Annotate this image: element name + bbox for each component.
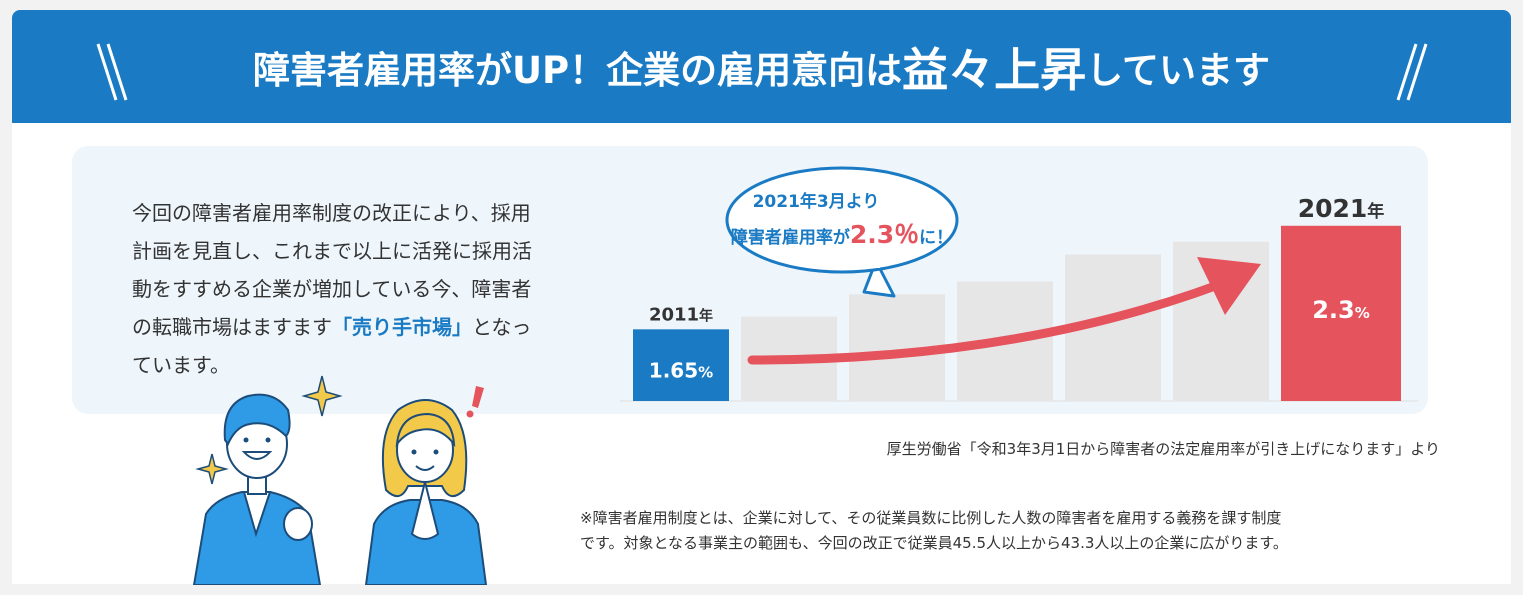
title-text: 障害者雇用率がUP！企業の雇用意向は	[252, 48, 903, 92]
year-label: 2011年	[649, 304, 713, 325]
intro-line: 計画を見直し、これまで以上に活発に採用活	[132, 239, 532, 263]
page-title: 障害者雇用率がUP！企業の雇用意向は 益々上昇 しています	[12, 10, 1511, 123]
sparkle-icon	[195, 453, 229, 485]
growth-arrow-head	[1197, 257, 1261, 315]
footnote: ※障害者雇用制度とは、企業に対して、その従業員数に比例した人数の障害者を雇用する…	[580, 506, 1440, 556]
sparkle-icon	[301, 375, 343, 417]
growth-arrow-shaft	[747, 270, 1249, 365]
bar	[633, 329, 729, 401]
callout-line-1: 2021年3月より	[753, 191, 880, 212]
callout-tail	[862, 259, 896, 298]
intro-line: 動をすすめる企業が増加している今、障害者	[132, 277, 532, 301]
man-figure	[192, 393, 322, 585]
intro-text: の転職市場はますます	[132, 315, 332, 339]
bar	[1281, 225, 1401, 401]
callout-value: 2.3％	[850, 220, 919, 249]
happy-people-illustration	[192, 375, 488, 585]
value-label: 1.65%	[649, 358, 713, 382]
title-emphasis: 益々上昇	[902, 42, 1087, 97]
callout-text: に！	[919, 228, 953, 248]
exclamation-icon	[466, 386, 484, 418]
source-citation: 厚生労働省「令和3年3月1日から障害者の法定雇用率が引き上げになります」より	[886, 440, 1440, 458]
intro-line: ています。	[132, 353, 230, 377]
value-label: 2.3%	[1312, 296, 1370, 324]
footnote-line: ※障害者雇用制度とは、企業に対して、その従業員数に比例した人数の障害者を雇用する…	[580, 509, 1282, 527]
employment-rate-chart: 2011年 1.65% 2021年 2.3% 2021年3月より 障害者雇用率が2.3…	[620, 166, 1418, 402]
callout-text: 障害者雇用率が	[731, 227, 850, 248]
intro-line: の転職市場はますます「売り手市場」となっ	[132, 308, 592, 346]
woman-figure	[364, 399, 488, 585]
year-label: 2021年	[1298, 194, 1385, 223]
intro-paragraph: 今回の障害者雇用率制度の改正により、採用 計画を見直し、これまで以上に活発に採用…	[132, 194, 592, 384]
intro-text: となっ	[472, 315, 532, 339]
sellers-market-highlight: 「売り手市場」	[332, 315, 472, 339]
intro-line: 今回の障害者雇用率制度の改正により、採用	[132, 201, 531, 225]
left-slash-decoration	[96, 43, 128, 101]
callout-line-2: 障害者雇用率が2.3％に！	[731, 220, 953, 249]
header-bar: 障害者雇用率がUP！企業の雇用意向は 益々上昇 しています	[12, 10, 1511, 123]
callout-bubble	[725, 166, 959, 274]
right-slash-decoration	[1396, 43, 1428, 101]
footnote-line: です。対象となる事業主の範囲も、今回の改正で従業員45.5人以上から43.3人以…	[580, 534, 1288, 552]
title-text-end: しています	[1086, 48, 1271, 92]
